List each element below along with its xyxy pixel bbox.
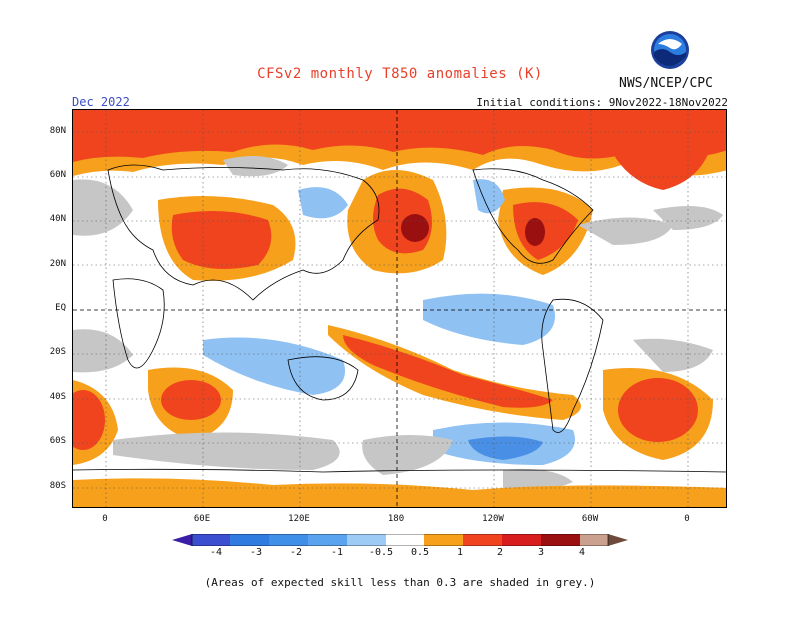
map-title: CFSv2 monthly T850 anomalies (K): [257, 66, 543, 82]
colorbar-label: -2: [289, 547, 303, 558]
colorbar-label: 2: [496, 547, 504, 558]
lat-label: 40N: [49, 214, 66, 224]
colorbar-label: -0.5: [368, 547, 394, 558]
colorbar: [172, 534, 628, 546]
lon-label: 120E: [288, 514, 310, 524]
lat-label: 60N: [49, 170, 66, 180]
noaa-logo-icon: [651, 31, 689, 69]
target-month: Dec 2022: [72, 95, 130, 109]
colorbar-label: 4: [578, 547, 586, 558]
lat-label: 20S: [49, 347, 66, 357]
lon-label: 120W: [482, 514, 504, 524]
lon-label: 60W: [581, 514, 599, 524]
lat-label: EQ: [55, 303, 66, 313]
org-label: NWS/NCEP/CPC: [619, 76, 713, 91]
lat-label: 20N: [49, 259, 66, 269]
colorbar-label: -4: [209, 547, 223, 558]
colorbar-label: -1: [330, 547, 344, 558]
anomaly-map: [72, 109, 727, 508]
colorbar-label: 3: [537, 547, 545, 558]
lat-label: 40S: [49, 392, 66, 402]
colorbar-label: 0.5: [410, 547, 430, 558]
lat-label: 60S: [49, 436, 66, 446]
lon-label: 0: [684, 514, 690, 524]
colorbar-label: 1: [456, 547, 464, 558]
lon-label: 180: [387, 514, 405, 524]
lon-label: 0: [102, 514, 108, 524]
anomaly-map-canvas: [73, 110, 726, 507]
initial-conditions: Initial conditions: 9Nov2022-18Nov2022: [476, 96, 728, 109]
lat-label: 80N: [49, 126, 66, 136]
lat-label: 80S: [49, 481, 66, 491]
skill-note: (Areas of expected skill less than 0.3 a…: [204, 576, 596, 589]
colorbar-label: -3: [249, 547, 263, 558]
lon-label: 60E: [193, 514, 211, 524]
